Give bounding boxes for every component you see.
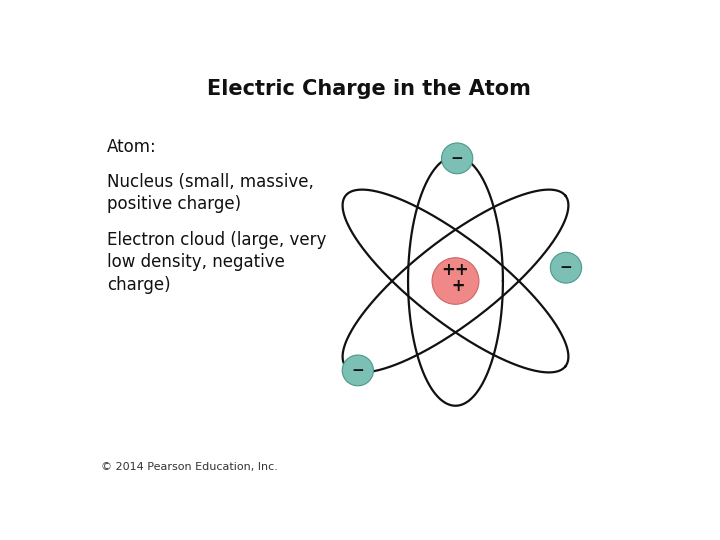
Text: Electron cloud (large, very
low density, negative
charge): Electron cloud (large, very low density,… [107,231,326,294]
Text: ++
 +: ++ + [441,261,469,295]
Text: © 2014 Pearson Education, Inc.: © 2014 Pearson Education, Inc. [101,462,278,472]
Text: −: − [351,363,364,378]
Text: −: − [559,260,572,275]
Ellipse shape [441,143,473,174]
Ellipse shape [432,258,479,305]
Text: Atom:: Atom: [107,138,156,156]
Ellipse shape [550,252,582,283]
Ellipse shape [342,355,374,386]
Text: Electric Charge in the Atom: Electric Charge in the Atom [207,79,531,99]
Text: Nucleus (small, massive,
positive charge): Nucleus (small, massive, positive charge… [107,173,314,213]
Text: −: − [451,151,464,166]
